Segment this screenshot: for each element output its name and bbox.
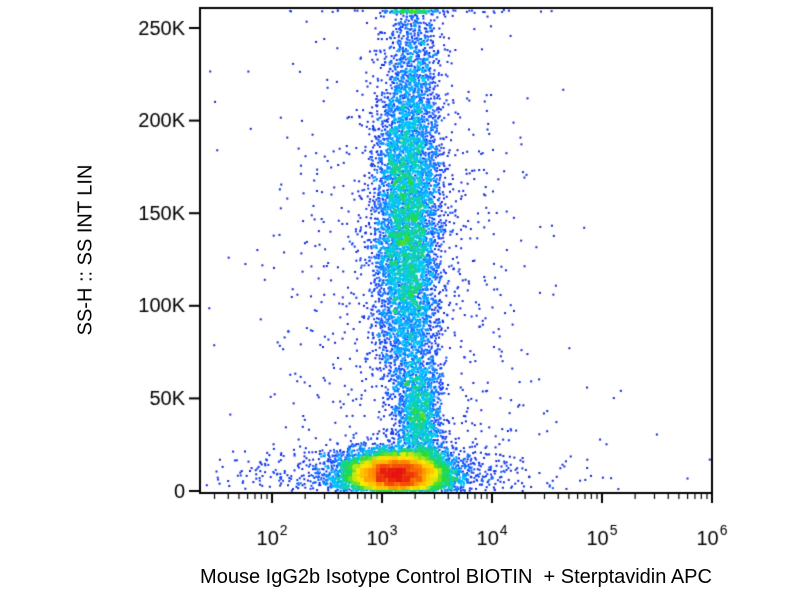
x-axis-title: Mouse IgG2b Isotype Control BIOTIN + Ste… xyxy=(200,566,712,588)
y-axis-title: SS-H :: SS INT LIN xyxy=(74,164,97,336)
